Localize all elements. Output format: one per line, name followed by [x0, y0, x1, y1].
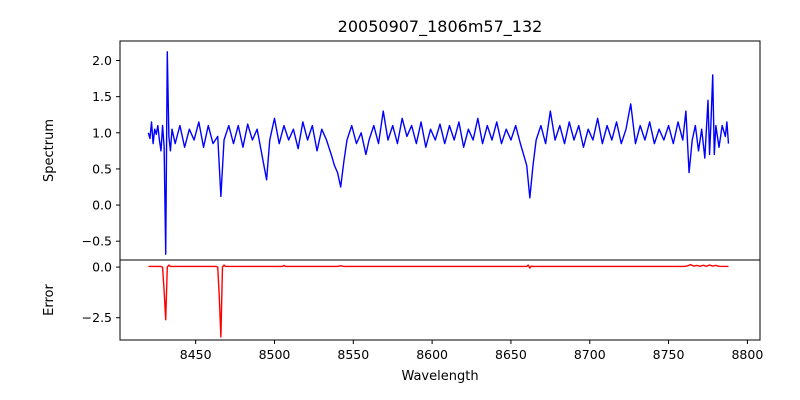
error-y-ticks: −2.5 0.0 — [82, 260, 120, 325]
error-line — [148, 263, 729, 338]
x-tick-label: 8450 — [180, 347, 212, 362]
spectrum-y-tick-label: 1.0 — [92, 125, 112, 140]
spectrum-y-tick-label: 2.0 — [92, 53, 112, 68]
error-y-axis-label: Error — [42, 284, 57, 316]
spectrum-y-tick-label: 1.5 — [92, 89, 112, 104]
x-tick-label: 8750 — [653, 347, 685, 362]
x-axis-ticks: 8450 8500 8550 8600 8650 8700 8750 8800 — [180, 340, 763, 362]
spectrum-y-tick-label: −0.5 — [82, 234, 112, 249]
spectrum-panel-frame — [119, 40, 761, 261]
error-panel: −2.5 0.0 Error — [42, 259, 761, 341]
spectrum-line — [147, 51, 730, 255]
chart-title: 20050907_1806m57_132 — [338, 17, 543, 37]
x-tick-label: 8550 — [337, 347, 369, 362]
x-axis-label: Wavelength — [401, 369, 478, 384]
x-tick-label: 8800 — [731, 347, 763, 362]
spectrum-y-axis-label: Spectrum — [42, 119, 57, 182]
spectrum-y-tick-label: 0.5 — [92, 161, 112, 176]
x-tick-label: 8600 — [416, 347, 448, 362]
spectrum-y-ticks: −0.5 0.0 0.5 1.0 1.5 2.0 — [82, 53, 120, 249]
x-tick-label: 8500 — [259, 347, 291, 362]
error-y-tick-label: −2.5 — [82, 310, 112, 325]
x-tick-label: 8650 — [495, 347, 527, 362]
error-y-tick-label: 0.0 — [92, 260, 112, 275]
error-panel-frame — [119, 259, 761, 341]
x-tick-label: 8700 — [574, 347, 606, 362]
spectrum-y-tick-label: 0.0 — [92, 198, 112, 213]
spectrum-panel: −0.5 0.0 0.5 1.0 1.5 2.0 Spectrum — [42, 40, 761, 261]
